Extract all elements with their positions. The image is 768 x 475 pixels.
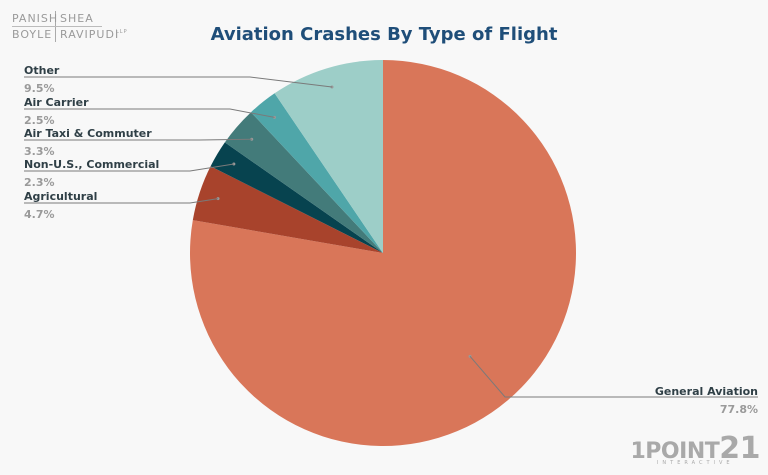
leader-line: [24, 138, 252, 141]
slice-label-value: 4.7%: [24, 208, 55, 221]
pie-slice: [250, 93, 383, 253]
pie-slice: [210, 142, 383, 253]
pie-slice: [190, 60, 576, 447]
slice-label-value: 3.3%: [24, 145, 55, 158]
logo-text: PANISH: [12, 11, 59, 26]
slice-label: Air Taxi & Commuter 3.3%: [24, 127, 152, 158]
logo-text: BOYLE: [12, 27, 56, 42]
pie-slice: [274, 60, 383, 253]
leader-line: [24, 76, 333, 88]
agency-logo: 1POINT21 INTERACTIVE: [631, 431, 761, 466]
slice-label-name: Air Taxi & Commuter: [24, 127, 152, 140]
slice-label-name: Other: [24, 64, 60, 77]
leader-line: [469, 356, 758, 398]
slice-label-value: 2.3%: [24, 176, 55, 189]
slice-label-value: 2.5%: [24, 114, 55, 127]
logo-suffix: LLP: [116, 29, 128, 35]
slice-label: Non-U.S., Commercial 2.3%: [24, 158, 159, 189]
pie-slice: [192, 166, 383, 253]
slice-label-name: Agricultural: [24, 190, 98, 203]
logo-text: 1POINT: [630, 439, 720, 464]
chart-title: Aviation Crashes By Type of Flight: [210, 24, 558, 45]
pie-slice: [224, 112, 383, 253]
slice-label-name: Non-U.S., Commercial: [24, 158, 160, 171]
slice-label-value: 77.8%: [719, 403, 758, 416]
slice-label: Agricultural 4.7%: [24, 190, 97, 221]
leader-line: [24, 198, 219, 204]
slice-label-name: Air Carrier: [24, 96, 89, 109]
logo-text: SHEA: [60, 12, 94, 25]
logo-text: 21: [719, 431, 760, 466]
firm-logo: PANISH SHEA BOYLE RAVIPUDI LLP: [12, 11, 127, 42]
leader-line: [24, 163, 234, 172]
slice-label-value: 9.5%: [24, 82, 55, 95]
leader-line: [24, 108, 275, 118]
slice-label: General Aviation 77.8%: [655, 385, 758, 416]
slice-label-name: General Aviation: [654, 385, 758, 398]
slice-label: Other 9.5%: [24, 64, 59, 95]
logo-sub: INTERACTIVE: [656, 460, 734, 466]
logo-text: RAVIPUDI: [60, 28, 120, 41]
slice-label: Air Carrier 2.5%: [24, 96, 89, 127]
